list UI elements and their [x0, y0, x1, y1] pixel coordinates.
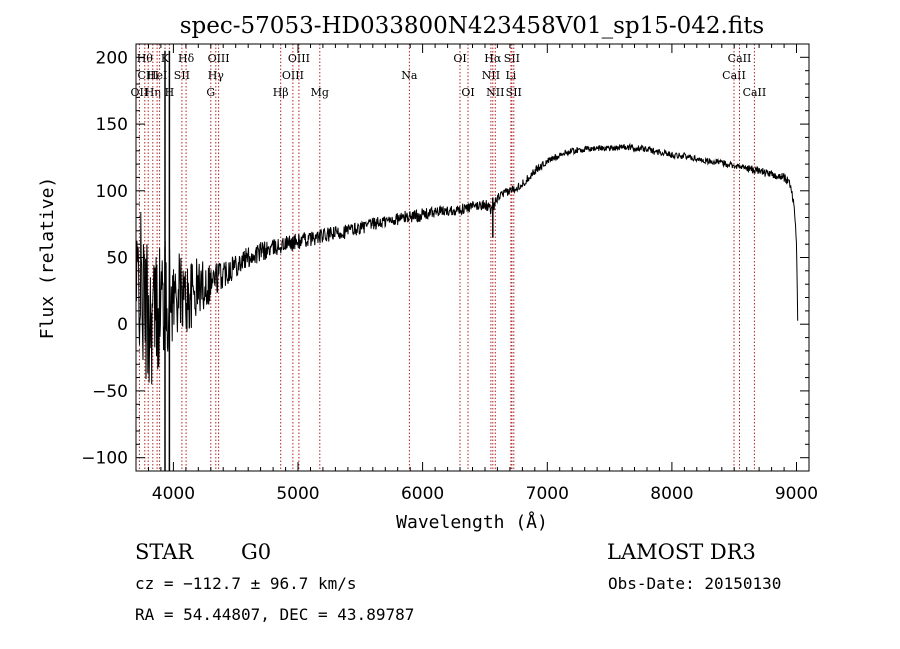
line-marker-label: NII — [486, 86, 504, 99]
plot-frame — [135, 43, 810, 472]
line-marker-label: CaII — [743, 86, 767, 99]
line-marker-label: SII — [174, 69, 190, 82]
line-marker-label: CaII — [722, 69, 746, 82]
spectral-line-markers: OIIHθCIIIHηHeIKHSIIHδGHγOIIIHβOIIIOIIIMg… — [131, 44, 767, 471]
line-marker-label: CaII — [728, 52, 752, 65]
object-subclass: G0 — [241, 540, 271, 564]
line-marker-label: Hγ — [208, 69, 225, 82]
line-marker-label: Mg — [311, 86, 329, 99]
line-marker-label: Hβ — [273, 86, 289, 99]
line-marker-label: OIII — [288, 52, 310, 65]
line-marker-label: CIII — [137, 69, 158, 82]
line-marker-label: SII — [504, 52, 520, 65]
line-marker-label: HeI — [147, 69, 167, 82]
x-tick-label: 9000 — [775, 484, 818, 504]
line-marker-label: OII — [131, 86, 149, 99]
y-tick-label: 200 — [96, 48, 128, 68]
spectrum-line — [135, 142, 799, 385]
y-tick-label: 150 — [96, 115, 128, 135]
line-marker-label: Hδ — [178, 52, 195, 65]
y-tick-label: −50 — [92, 382, 128, 402]
y-tick-label: −100 — [81, 449, 128, 469]
chart-title: spec-57053-HD033800N423458V01_sp15-042.f… — [180, 13, 765, 39]
line-marker-label: OI — [453, 52, 466, 65]
line-marker-label: G — [206, 86, 215, 99]
coordinates: RA = 54.44807, DEC = 43.89787 — [135, 605, 414, 624]
line-marker-label: OIII — [208, 52, 230, 65]
y-axis-label: Flux (relative) — [37, 177, 58, 340]
object-class: STAR — [135, 540, 194, 564]
x-tick-label: 5000 — [276, 484, 319, 504]
x-tick-label: 7000 — [526, 484, 569, 504]
survey-name: LAMOST DR3 — [607, 540, 756, 564]
spectrum-trace — [135, 50, 799, 471]
line-marker-label: NII — [482, 69, 500, 82]
line-marker-label: OIII — [282, 69, 304, 82]
line-marker-label: Na — [401, 69, 418, 82]
line-marker-label: Hα — [484, 52, 502, 65]
x-axis: 4000 5000 6000 7000 8000 9000 — [148, 44, 818, 504]
line-marker-label: Hη — [145, 86, 161, 99]
x-tick-label: 4000 — [152, 484, 195, 504]
x-axis-label: Wavelength (Å) — [396, 511, 548, 533]
x-tick-label: 8000 — [650, 484, 693, 504]
y-axis: −100 −50 0 50 100 150 200 — [81, 43, 809, 472]
redshift-velocity: cz = −112.7 ± 96.7 km/s — [135, 574, 357, 593]
y-tick-label: 0 — [117, 315, 128, 335]
y-tick-label: 50 — [106, 249, 128, 269]
y-tick-label: 100 — [96, 182, 128, 202]
line-marker-label: SII — [506, 86, 522, 99]
observation-date: Obs-Date: 20150130 — [608, 574, 781, 593]
x-tick-label: 6000 — [401, 484, 444, 504]
line-marker-label: Hθ — [137, 52, 154, 65]
line-marker-label: OI — [461, 86, 474, 99]
line-marker-label: Li — [505, 69, 516, 82]
